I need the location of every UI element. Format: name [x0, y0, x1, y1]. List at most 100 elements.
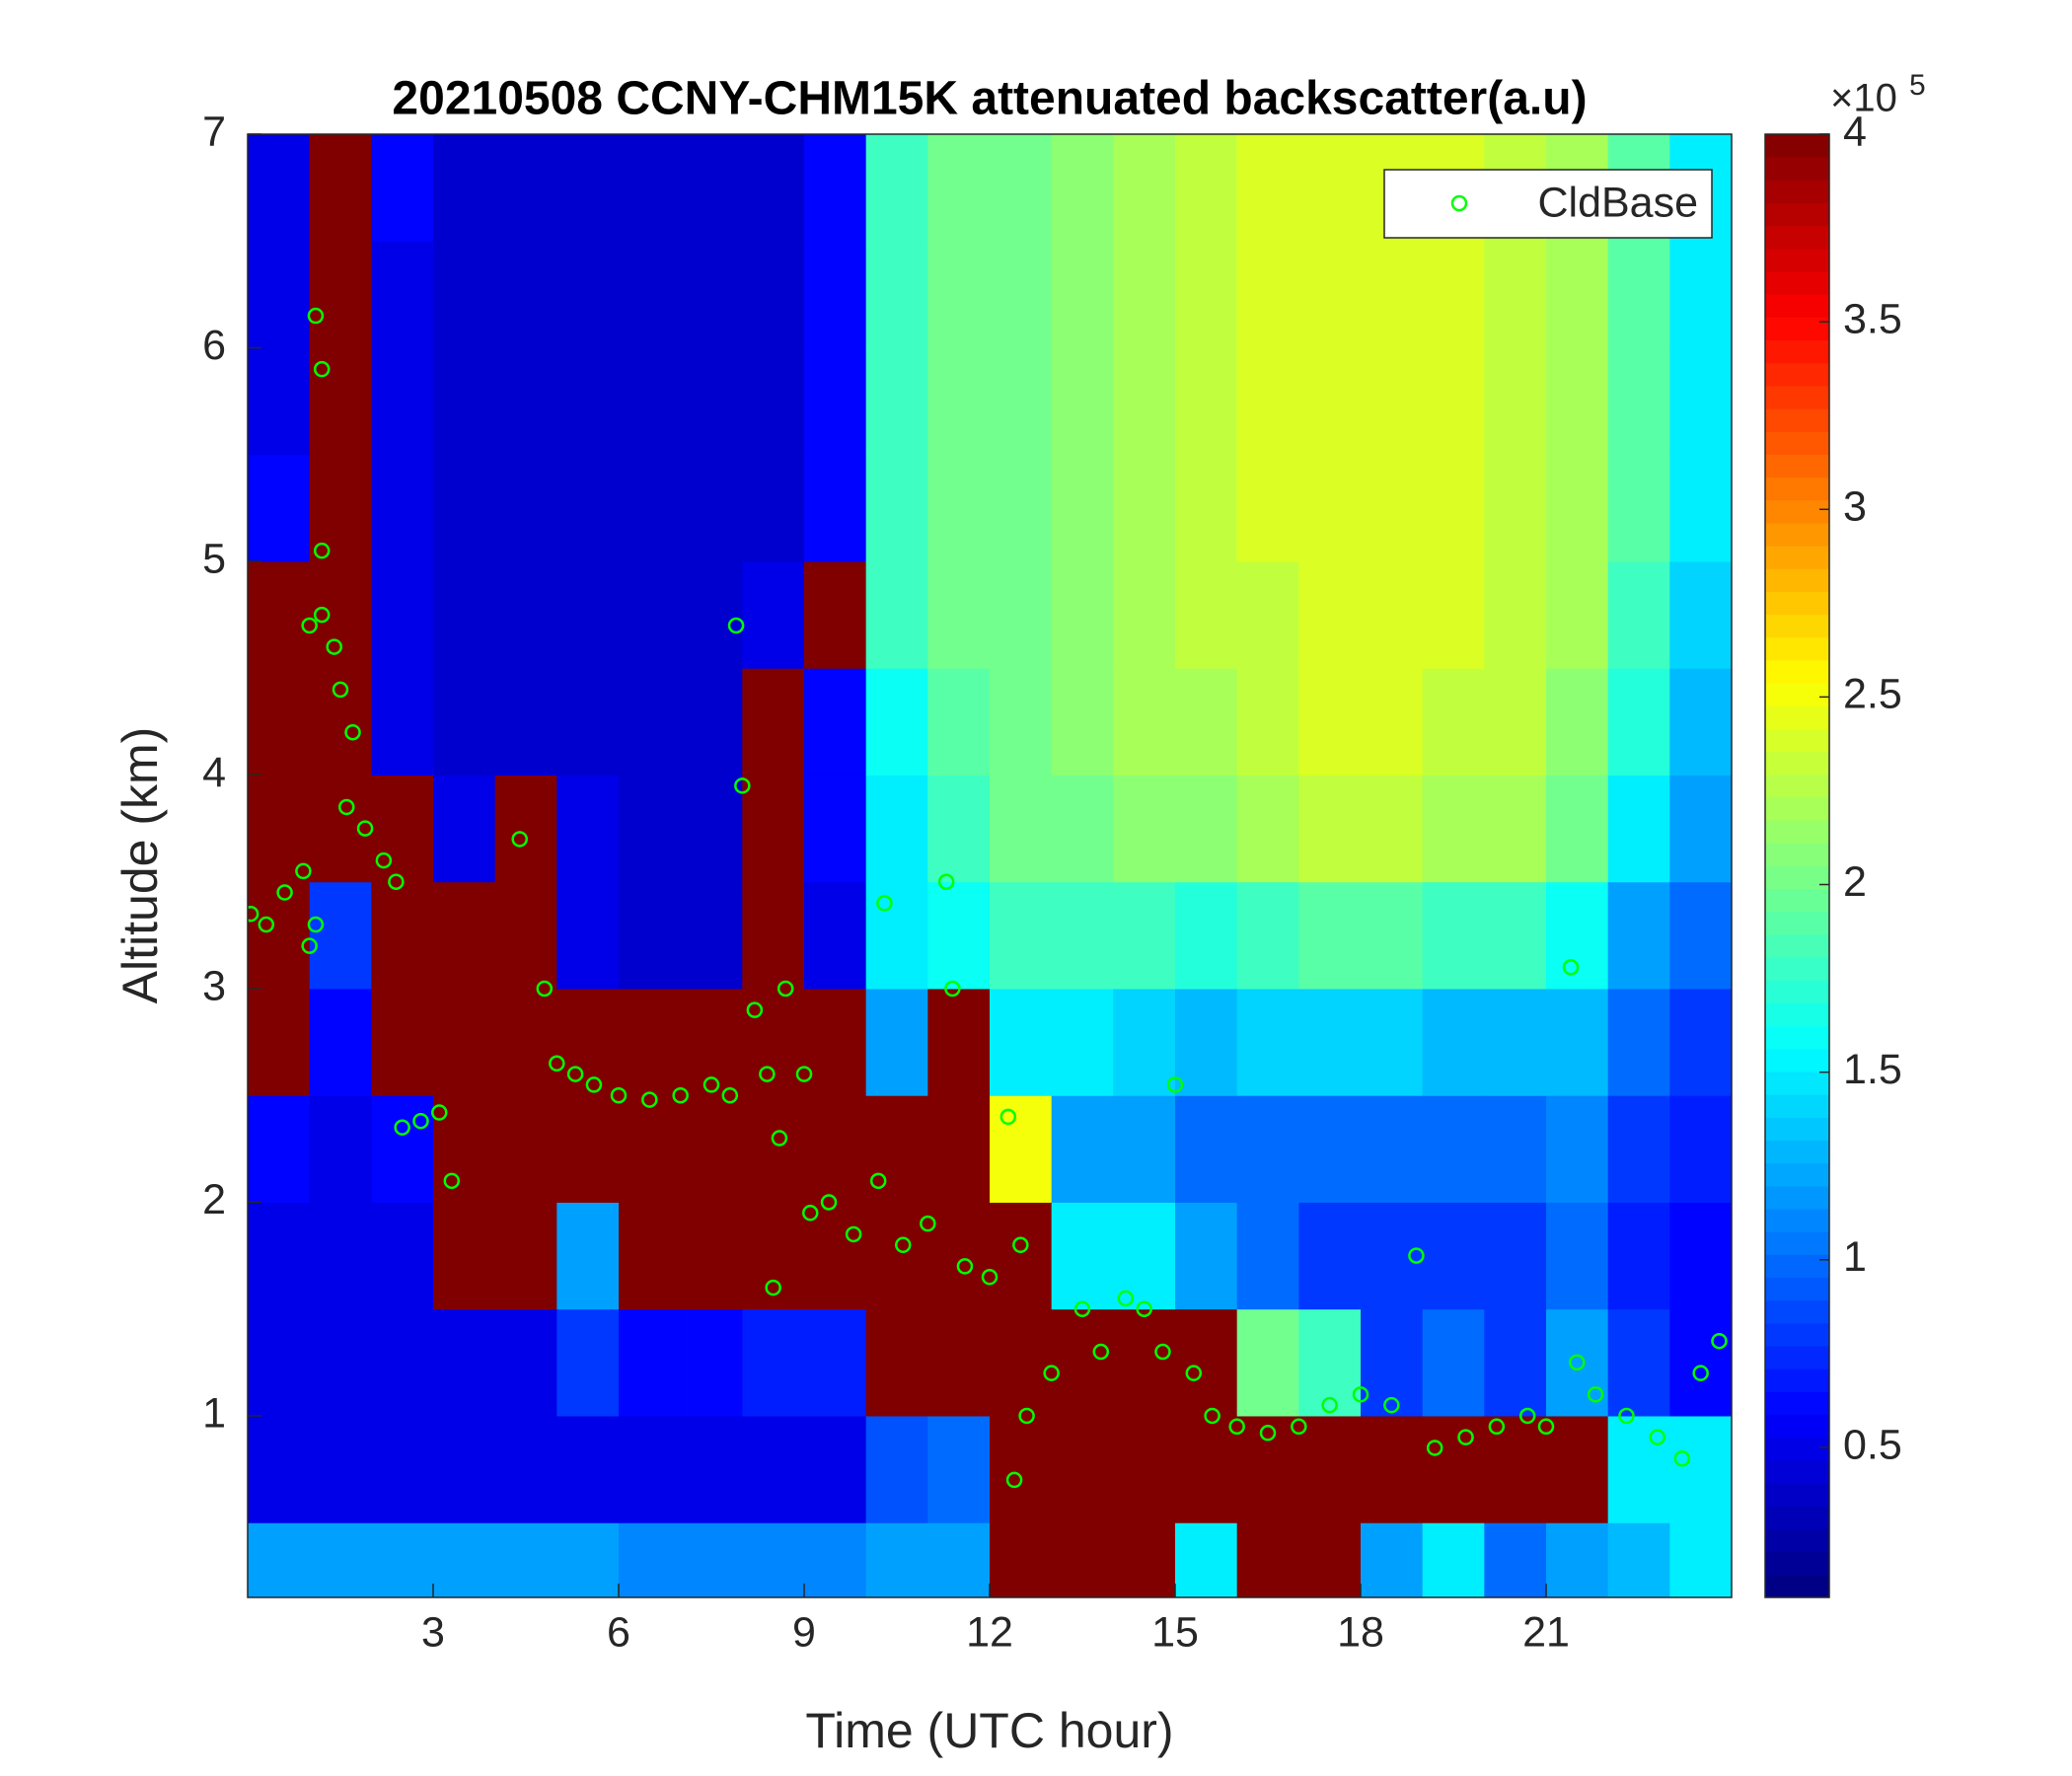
heat-cell: [927, 881, 991, 990]
heat-cell: [1422, 1202, 1485, 1310]
heat-cell: [1051, 775, 1114, 883]
colorbar-swatch: [1765, 385, 1829, 409]
heat-cell: [1175, 668, 1238, 776]
colorbar-swatch: [1765, 705, 1829, 729]
cloud-base-point: [734, 777, 751, 794]
heat-cell: [248, 1522, 311, 1597]
x-tick-label: 15: [1151, 1608, 1199, 1656]
colorbar-swatch: [1765, 774, 1829, 798]
heat-cell: [990, 560, 1053, 669]
heat-cell: [742, 775, 805, 883]
colorbar-swatch: [1765, 1254, 1829, 1279]
heat-cell: [1546, 1522, 1609, 1597]
heat-cell: [1607, 1415, 1670, 1523]
heat-cell: [1361, 775, 1424, 883]
heat-cell: [804, 560, 867, 669]
heat-cell: [1113, 347, 1176, 456]
cloud-base-point: [1562, 959, 1580, 976]
heat-cell: [309, 347, 372, 456]
heat-cell: [1175, 1415, 1238, 1523]
cloud-base-point: [307, 916, 325, 933]
heat-cell: [556, 775, 620, 883]
heat-cell: [865, 668, 928, 776]
heat-cell: [680, 454, 743, 562]
heat-cell: [927, 560, 991, 669]
colorbar-swatch: [1765, 294, 1829, 318]
cloud-base-point: [313, 542, 331, 559]
heat-cell: [494, 881, 557, 990]
cloud-base-point: [845, 1225, 862, 1243]
heat-cell: [433, 560, 496, 669]
heat-cell: [1236, 1095, 1299, 1203]
cloud-base-point: [566, 1066, 584, 1082]
heat-cell: [804, 134, 867, 242]
heat-cell: [1113, 241, 1176, 348]
cloud-base-point: [394, 1119, 410, 1136]
colorbar-swatch: [1765, 454, 1829, 479]
heat-cell: [1236, 454, 1299, 562]
heat-cell: [1175, 988, 1238, 1096]
colorbar-swatch: [1765, 362, 1829, 387]
heat-cell: [1669, 775, 1732, 883]
heat-cell: [248, 1202, 311, 1310]
cloud-base-point: [703, 1076, 720, 1093]
heat-cell: [1422, 881, 1485, 990]
heat-cell: [433, 1202, 496, 1310]
y-axis-label: Altitude (km): [112, 727, 168, 1004]
cloud-base-point: [1457, 1429, 1474, 1445]
heat-cell: [1546, 1308, 1609, 1417]
heat-cell: [433, 881, 496, 990]
colorbar-swatch: [1765, 1437, 1829, 1461]
cloud-base-point: [956, 1258, 974, 1275]
colorbar-swatch: [1765, 1185, 1829, 1210]
legend-marker: [1450, 194, 1468, 212]
heat-cell: [1546, 1415, 1609, 1523]
heat-cell: [1175, 881, 1238, 990]
y-tick-label: 6: [202, 322, 226, 369]
heat-cell: [1175, 1202, 1238, 1310]
heat-cell: [990, 775, 1053, 883]
heat-cell: [1669, 1415, 1732, 1523]
cloud-base-point: [727, 617, 745, 634]
heat-cell: [804, 1202, 867, 1310]
colorbar-swatch: [1765, 1002, 1829, 1027]
heat-cell: [494, 775, 557, 883]
heat-cell: [433, 1308, 496, 1417]
heat-cell: [619, 1522, 682, 1597]
heat-cell: [804, 775, 867, 883]
colorbar-swatch: [1765, 636, 1829, 661]
heat-cell: [556, 668, 620, 776]
heat-cell: [1113, 1308, 1176, 1417]
cloud-base-point: [344, 723, 361, 741]
cloud-base-point: [1259, 1425, 1277, 1442]
colorbar-swatch: [1765, 180, 1829, 204]
heat-cell: [680, 1095, 743, 1203]
heat-cell: [494, 241, 557, 348]
heat-cell: [804, 454, 867, 562]
colorbar-swatch: [1765, 1346, 1829, 1369]
colorbar-swatch: [1765, 820, 1829, 844]
colorbar-swatch: [1765, 477, 1829, 501]
colorbar-swatch: [1765, 865, 1829, 890]
heat-cell: [619, 560, 682, 669]
cloud-base-point: [1618, 1407, 1635, 1425]
heat-cell: [1298, 775, 1362, 883]
colorbar-tick-label: 3.5: [1843, 295, 1902, 342]
heat-cell: [680, 1308, 743, 1417]
heat-cell: [1669, 454, 1732, 562]
heat-cell: [1298, 1415, 1362, 1523]
heat-cell: [990, 668, 1053, 776]
heat-cell: [742, 1415, 805, 1523]
heat-cell: [990, 134, 1053, 242]
colorbar-swatch: [1765, 317, 1829, 341]
cloud-base-point: [672, 1086, 689, 1104]
cloud-base-point: [1426, 1440, 1443, 1456]
colorbar-swatch: [1765, 271, 1829, 295]
heat-cell: [556, 454, 620, 562]
heat-cell: [865, 560, 928, 669]
heat-cell: [1361, 560, 1424, 669]
heat-cell: [494, 1308, 557, 1417]
heat-cell: [1113, 1095, 1176, 1203]
